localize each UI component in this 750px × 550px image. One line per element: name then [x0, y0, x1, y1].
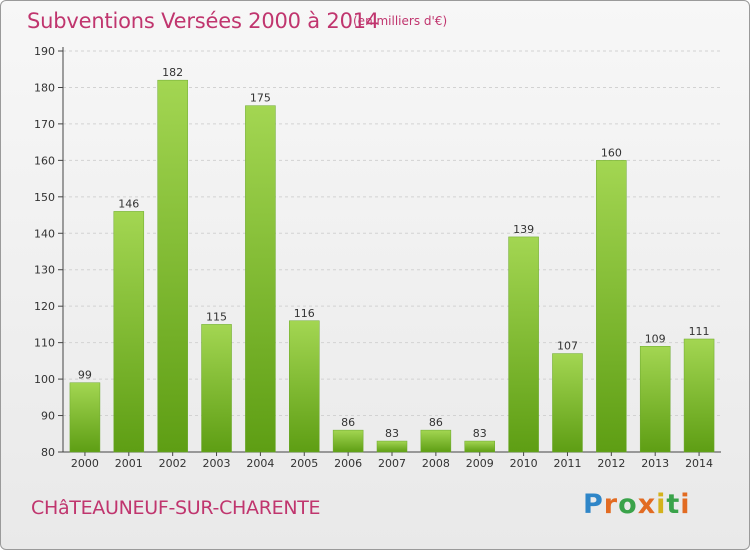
x-tick-label-2011: 2011: [553, 457, 581, 470]
bar-2007: [376, 440, 408, 453]
data-label-2003: 115: [206, 310, 227, 323]
x-tick-labels: 2000 2001 2002 2003 2004 2005 2006 2007 2008 2009…: [71, 457, 713, 470]
bar-2002: [157, 79, 188, 453]
x-tick-label-2006: 2006: [334, 457, 362, 470]
y-tick-label: 90: [41, 410, 55, 423]
data-label-2008: 86: [429, 416, 443, 429]
y-tick-labels: 80 90 100 110 120 130 140 150 160 170 180 190: [34, 45, 55, 459]
y-tick-label: 140: [34, 227, 55, 240]
bar-2010: [508, 236, 539, 453]
x-tick-label-2007: 2007: [378, 457, 406, 470]
proxiti-logo: Proxiti: [583, 489, 691, 520]
x-tick-label-2012: 2012: [597, 457, 625, 470]
y-tick-label: 110: [34, 337, 55, 350]
chart-title: Subventions Versées 2000 à 2014: [27, 9, 380, 33]
x-tick-label-2014: 2014: [685, 457, 713, 470]
y-tick-label: 130: [34, 264, 55, 277]
bar-2001: [113, 211, 145, 453]
bar-2009: [464, 440, 495, 453]
data-label-2000: 99: [78, 369, 92, 382]
data-label-2011: 107: [557, 340, 578, 353]
x-tick-label-2008: 2008: [422, 457, 450, 470]
bar-2000: [69, 382, 101, 453]
data-label-2014: 111: [689, 325, 710, 338]
data-label-2004: 175: [250, 92, 271, 105]
y-tick-label: 100: [34, 373, 55, 386]
bar-2003: [201, 324, 232, 453]
bar-2006: [332, 429, 364, 453]
bar-2014: [683, 338, 715, 453]
y-tick-label: 150: [34, 191, 55, 204]
data-label-2002: 182: [162, 66, 183, 79]
data-label-2009: 83: [473, 427, 487, 440]
x-tick-label-2010: 2010: [510, 457, 538, 470]
y-tick-label: 190: [34, 45, 55, 58]
y-tick-label: 170: [34, 118, 55, 131]
x-tick-label-2005: 2005: [290, 457, 318, 470]
data-label-2012: 160: [601, 146, 622, 159]
bars: [69, 79, 715, 453]
data-label-2005: 116: [294, 307, 315, 320]
y-tick-label: 180: [34, 81, 55, 94]
commune-name: CHâTEAUNEUF-SUR-CHARENTE: [31, 497, 321, 519]
data-labels: 99 146 182 115 175 116 86 83 86 83 139 107 160 109 111: [78, 66, 710, 440]
data-label-2010: 139: [513, 223, 534, 236]
x-tick-label-2002: 2002: [159, 457, 187, 470]
y-tick-label: 80: [41, 446, 55, 459]
data-label-2001: 146: [118, 197, 139, 210]
x-tick-label-2003: 2003: [203, 457, 231, 470]
y-tick-label: 120: [34, 300, 55, 313]
bar-2012: [596, 160, 627, 453]
data-label-2013: 109: [645, 332, 666, 345]
x-tick-label-2013: 2013: [641, 457, 669, 470]
bar-2004: [245, 105, 276, 453]
data-label-2006: 86: [341, 416, 355, 429]
bar-2005: [289, 320, 320, 453]
bar-2011: [552, 353, 583, 453]
bar-2013: [639, 346, 671, 453]
x-tick-label-2009: 2009: [466, 457, 494, 470]
x-tick-label-2001: 2001: [115, 457, 143, 470]
y-tick-label: 160: [34, 154, 55, 167]
x-tick-label-2000: 2000: [71, 457, 99, 470]
x-tick-label-2004: 2004: [246, 457, 274, 470]
data-label-2007: 83: [385, 427, 399, 440]
chart-subtitle: (en milliers d'€): [353, 14, 448, 28]
bar-2008: [420, 429, 452, 453]
